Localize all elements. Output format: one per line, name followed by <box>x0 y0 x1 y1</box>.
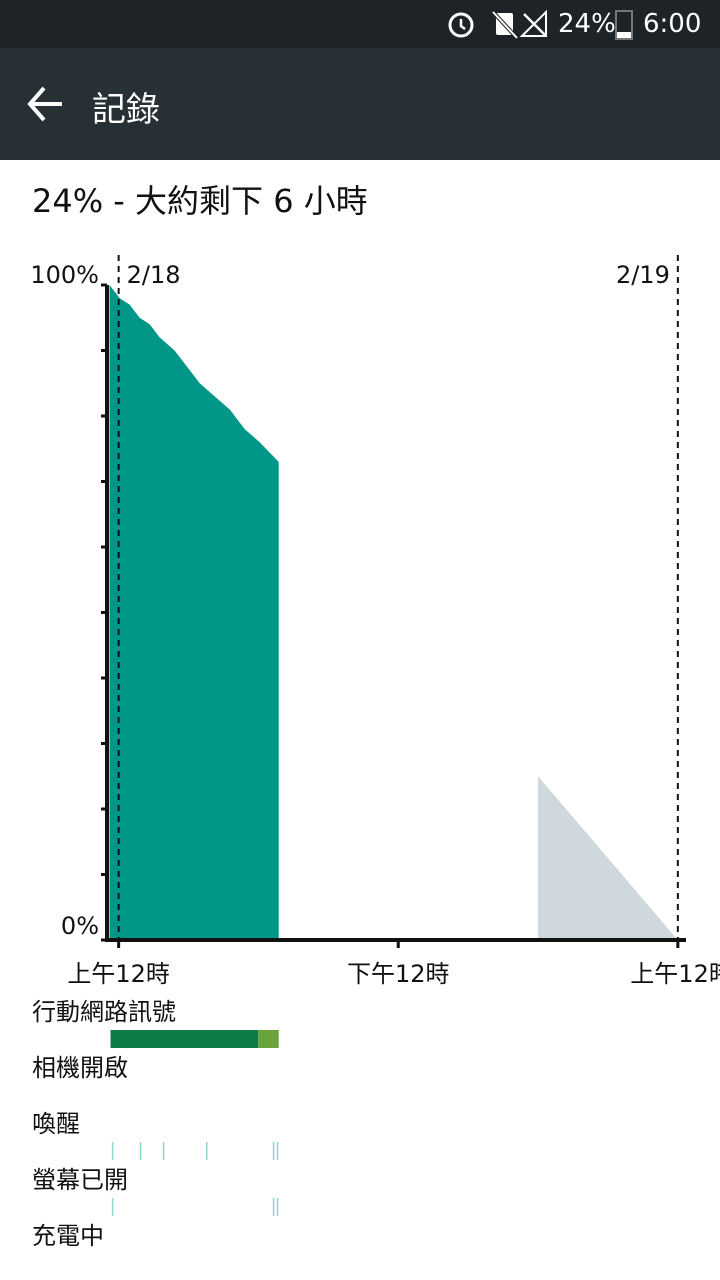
battery-chart: 2/18 2/19 0% 100% 上午12時 下午12時 上午12時行動網路訊號相機開啟喚… <box>30 255 720 1250</box>
x-tick-label: 上午12時 <box>67 960 170 988</box>
track-segment <box>110 1030 259 1048</box>
battery-area <box>538 776 678 940</box>
x-tick-label: 上午12時 <box>630 960 720 988</box>
track-segment <box>258 1030 279 1048</box>
track-label: 螢幕已開 <box>32 1166 128 1194</box>
battery-summary: 24% - 大約剩下 6 小時 <box>32 182 368 220</box>
app-title: 記錄 <box>92 90 160 130</box>
battery-percent: 24% <box>558 9 616 39</box>
battery-area <box>109 285 279 940</box>
clock: 6:00 <box>643 9 702 39</box>
app-bar: 記錄 <box>0 48 720 160</box>
back-button[interactable] <box>26 84 66 124</box>
track-label: 充電中 <box>32 1222 104 1250</box>
date-label: 2/18 <box>127 261 181 289</box>
status-icons <box>448 9 547 40</box>
status-bar: 24% 6:00 <box>0 0 720 48</box>
track-label: 喚醒 <box>32 1110 80 1138</box>
track-label: 相機開啟 <box>32 1054 128 1082</box>
date-label: 2/19 <box>616 261 670 289</box>
y-tick-label: 0% <box>61 912 99 940</box>
battery-icon <box>615 10 633 40</box>
track-label: 行動網路訊號 <box>32 998 176 1026</box>
y-tick-label: 100% <box>30 261 99 289</box>
x-tick-label: 下午12時 <box>347 960 450 988</box>
